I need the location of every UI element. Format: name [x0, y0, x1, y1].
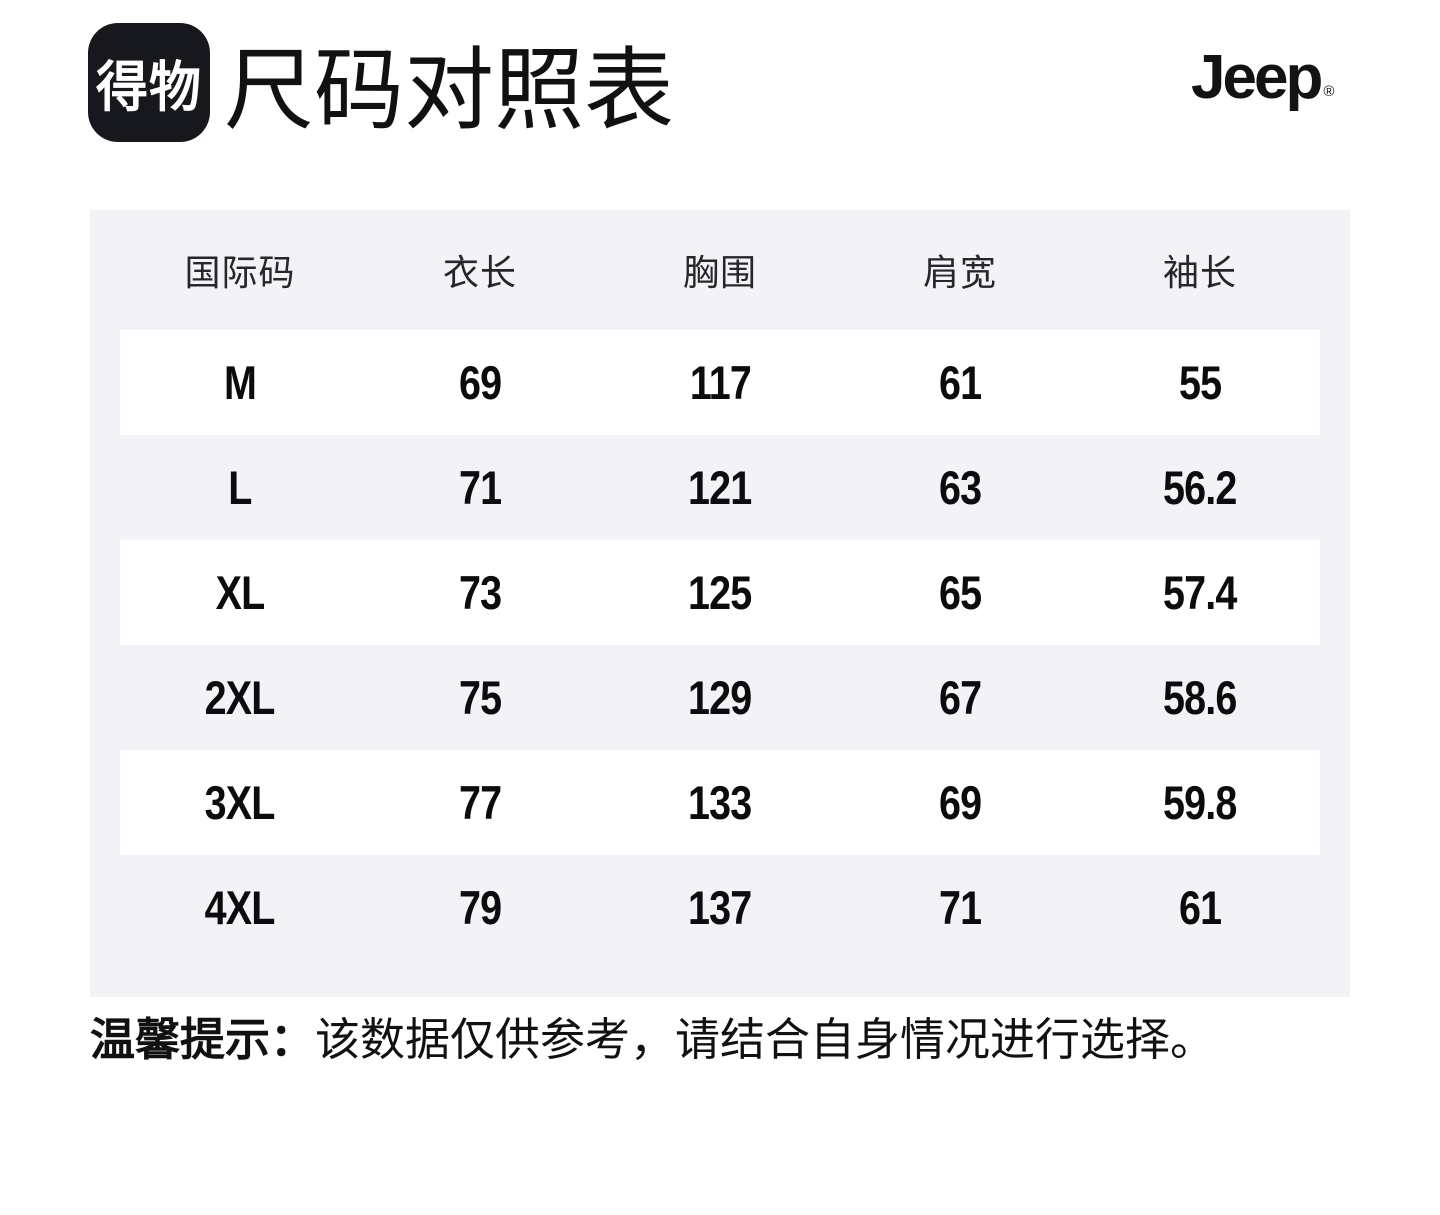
- cell-chest: 117: [689, 356, 751, 409]
- column-header-chest: 胸围: [682, 252, 757, 293]
- cell-garment-length: 75: [458, 671, 502, 724]
- jeep-brand-text: Jeep: [1191, 43, 1323, 112]
- table-row: 2XL 75 129 67 58.6: [120, 645, 1320, 750]
- cell-sleeve: 55: [1178, 356, 1222, 409]
- disclaimer-label: 温馨提示：: [90, 1014, 316, 1065]
- cell-shoulder: 63: [938, 461, 982, 514]
- column-header-garment-length: 衣长: [442, 252, 517, 293]
- cell-size: M: [223, 356, 257, 409]
- table-body: M 69 117 61 55 L 71 121 63 56.2 XL 73 12…: [120, 330, 1320, 960]
- cell-chest: 129: [688, 671, 752, 724]
- cell-garment-length: 69: [458, 356, 502, 409]
- cell-sleeve: 58.6: [1163, 671, 1237, 724]
- table-row: XL 73 125 65 57.4: [120, 540, 1320, 645]
- table-header-row: 国际码 衣长 胸围 肩宽 袖长: [120, 210, 1320, 330]
- table-row: 3XL 77 133 69 59.8: [120, 750, 1320, 855]
- column-header-shoulder: 肩宽: [922, 252, 997, 293]
- cell-size: XL: [215, 566, 266, 619]
- cell-chest: 137: [688, 881, 752, 934]
- cell-shoulder: 67: [938, 671, 982, 724]
- cell-chest: 125: [688, 566, 752, 619]
- cell-size: L: [228, 461, 252, 514]
- cell-garment-length: 77: [458, 776, 502, 829]
- cell-size: 3XL: [205, 776, 276, 829]
- column-header-sleeve: 袖长: [1162, 252, 1237, 293]
- page-title: 尺码对照表: [224, 41, 674, 141]
- cell-sleeve: 59.8: [1163, 776, 1237, 829]
- cell-garment-length: 73: [458, 566, 502, 619]
- cell-chest: 133: [688, 776, 752, 829]
- disclaimer-text: 该数据仅供参考，请结合自身情况进行选择。: [315, 1014, 1216, 1065]
- cell-shoulder: 69: [938, 776, 982, 829]
- cell-garment-length: 79: [458, 881, 502, 934]
- cell-size: 4XL: [205, 881, 276, 934]
- table-row: 4XL 79 137 71 61: [120, 855, 1320, 960]
- jeep-brand-logo: Jeep ®: [1191, 47, 1335, 109]
- dewu-logo: 得物: [88, 23, 210, 142]
- cell-chest: 121: [688, 461, 752, 514]
- cell-sleeve: 57.4: [1163, 566, 1237, 619]
- cell-size: 2XL: [205, 671, 276, 724]
- size-table: 国际码 衣长 胸围 肩宽 袖长 M 69 117 61 55 L 71 121 …: [90, 210, 1350, 997]
- dewu-logo-text: 得物: [95, 57, 202, 119]
- cell-shoulder: 65: [938, 566, 982, 619]
- registered-trademark-icon: ®: [1323, 83, 1335, 100]
- disclaimer-note: 温馨提示：该数据仅供参考，请结合自身情况进行选择。: [90, 1014, 1215, 1066]
- cell-garment-length: 71: [458, 461, 502, 514]
- cell-sleeve: 61: [1178, 881, 1222, 934]
- table-row: L 71 121 63 56.2: [120, 435, 1320, 540]
- cell-shoulder: 71: [938, 881, 982, 934]
- table-row: M 69 117 61 55: [120, 330, 1320, 435]
- cell-shoulder: 61: [938, 356, 982, 409]
- column-header-intl-size: 国际码: [184, 252, 296, 293]
- cell-sleeve: 56.2: [1163, 461, 1237, 514]
